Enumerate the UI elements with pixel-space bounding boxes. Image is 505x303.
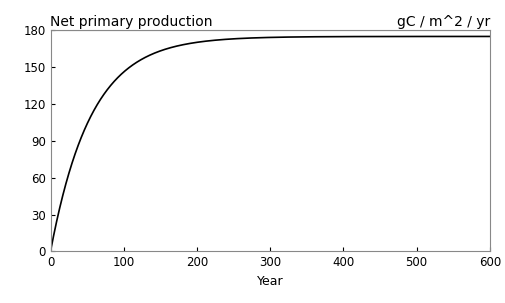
X-axis label: Year: Year <box>257 275 283 288</box>
Text: gC / m^2 / yr: gC / m^2 / yr <box>396 15 490 29</box>
Text: Net primary production: Net primary production <box>50 15 213 29</box>
